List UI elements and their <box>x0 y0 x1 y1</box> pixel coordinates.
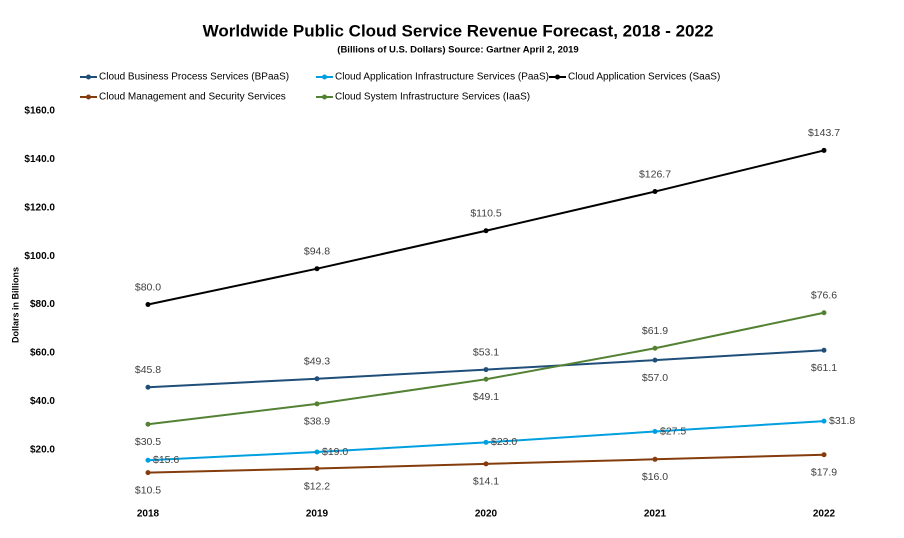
data-point <box>314 266 320 272</box>
x-tick-label: 2022 <box>813 509 836 520</box>
data-label: $143.7 <box>808 127 840 139</box>
data-label: $27.5 <box>660 425 686 437</box>
data-point <box>652 428 658 434</box>
data-label: $126.7 <box>639 168 671 180</box>
data-point <box>483 376 489 382</box>
y-tick-label: $100.0 <box>24 251 55 262</box>
data-label: $45.8 <box>135 364 161 376</box>
y-tick-label: $60.0 <box>30 348 55 359</box>
y-tick-label: $20.0 <box>30 444 55 455</box>
legend-marker <box>555 74 560 80</box>
data-point <box>652 456 658 462</box>
data-label: $76.6 <box>811 290 837 302</box>
legend-label: Cloud Application Infrastructure Service… <box>335 72 549 83</box>
data-label: $110.5 <box>470 208 501 220</box>
data-point <box>314 465 320 471</box>
x-tick-label: 2018 <box>137 509 160 520</box>
data-point <box>821 418 827 424</box>
data-point <box>483 228 489 234</box>
data-point <box>483 461 489 467</box>
data-label: $61.9 <box>642 325 668 337</box>
x-tick-label: 2019 <box>306 509 329 520</box>
data-label: $16.0 <box>642 471 668 483</box>
data-label: $19.0 <box>322 446 348 458</box>
data-point <box>821 452 827 458</box>
y-tick-label: $160.0 <box>24 106 55 117</box>
y-tick-label: $40.0 <box>30 396 55 407</box>
data-point <box>821 147 827 153</box>
data-label: $49.1 <box>473 391 499 403</box>
legend-label: Cloud Business Process Services (BPaaS) <box>99 72 289 83</box>
data-point <box>652 345 658 351</box>
data-label: $17.9 <box>811 466 837 478</box>
data-point <box>652 357 658 363</box>
data-point <box>314 449 320 455</box>
data-label: $49.3 <box>304 356 330 368</box>
y-tick-label: $140.0 <box>24 154 55 165</box>
data-label: $38.9 <box>304 416 330 428</box>
data-point <box>483 367 489 373</box>
data-label: $14.1 <box>473 476 499 488</box>
data-point <box>145 421 151 427</box>
y-axis-title: Dollars in Billions <box>10 267 20 343</box>
data-point <box>821 347 827 353</box>
data-point <box>145 470 151 476</box>
data-point <box>145 302 151 307</box>
data-label: $80.0 <box>135 281 161 293</box>
data-label: $53.1 <box>473 346 499 358</box>
data-point <box>314 376 320 382</box>
data-label: $31.8 <box>829 415 855 427</box>
data-point <box>145 457 151 463</box>
x-tick-label: 2020 <box>475 509 498 520</box>
chart-subtitle: (Billions of U.S. Dollars) Source: Gartn… <box>337 45 578 56</box>
legend-label: Cloud Application Services (SaaS) <box>568 72 720 83</box>
data-label: $15.6 <box>153 454 179 466</box>
chart-title: Worldwide Public Cloud Service Revenue F… <box>203 21 714 40</box>
data-point <box>314 401 320 407</box>
y-tick-label: $80.0 <box>30 299 55 310</box>
data-point <box>145 384 151 390</box>
data-label: $12.2 <box>304 480 330 492</box>
legend-label: Cloud System Infrastructure Services (Ia… <box>335 92 530 103</box>
legend-marker <box>322 94 327 100</box>
data-label: $57.0 <box>642 372 668 384</box>
legend-marker <box>322 74 327 80</box>
legend-marker <box>86 94 91 100</box>
data-point <box>652 189 658 195</box>
legend-label: Cloud Management and Security Services <box>99 92 286 103</box>
data-point <box>483 439 489 445</box>
data-label: $61.1 <box>811 362 837 374</box>
data-point <box>821 310 827 316</box>
series-line <box>147 149 825 306</box>
y-tick-label: $120.0 <box>24 202 55 213</box>
data-label: $30.5 <box>135 436 161 448</box>
data-label: $23.0 <box>491 436 517 448</box>
data-label: $94.8 <box>304 245 330 257</box>
legend-marker <box>86 74 91 80</box>
x-tick-label: 2021 <box>644 509 667 520</box>
data-label: $10.5 <box>135 484 161 496</box>
